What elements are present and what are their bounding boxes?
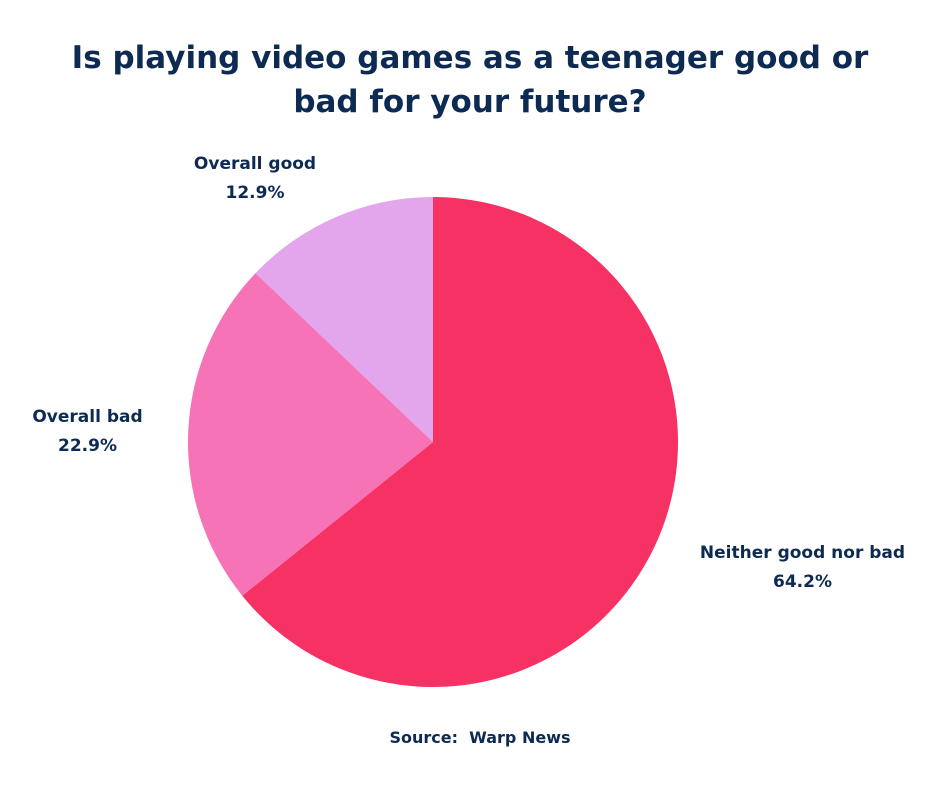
pie-slice-overall-good bbox=[255, 197, 433, 442]
slice-label-name: Neither good nor bad bbox=[699, 543, 906, 563]
chart-title: Is playing video games as a teenager goo… bbox=[71, 40, 869, 120]
chart-source: Source: Warp News bbox=[389, 728, 571, 747]
pie-slice-neither-good-nor-bad bbox=[242, 197, 679, 687]
slice-label-neither-good-nor-bad: Neither good nor bad 64.2% bbox=[690, 539, 915, 597]
slice-label-value: 22.9% bbox=[58, 436, 117, 456]
slice-label-name: Overall bad bbox=[32, 407, 143, 427]
slice-label-value: 12.9% bbox=[225, 183, 285, 203]
slice-label-value: 64.2% bbox=[773, 572, 832, 592]
slice-label-overall-good: Overall good 12.9% bbox=[180, 150, 330, 208]
slice-label-overall-bad: Overall bad 22.9% bbox=[15, 403, 160, 461]
pie-slice-overall-bad bbox=[188, 273, 433, 596]
slice-label-name: Overall good bbox=[193, 154, 317, 174]
